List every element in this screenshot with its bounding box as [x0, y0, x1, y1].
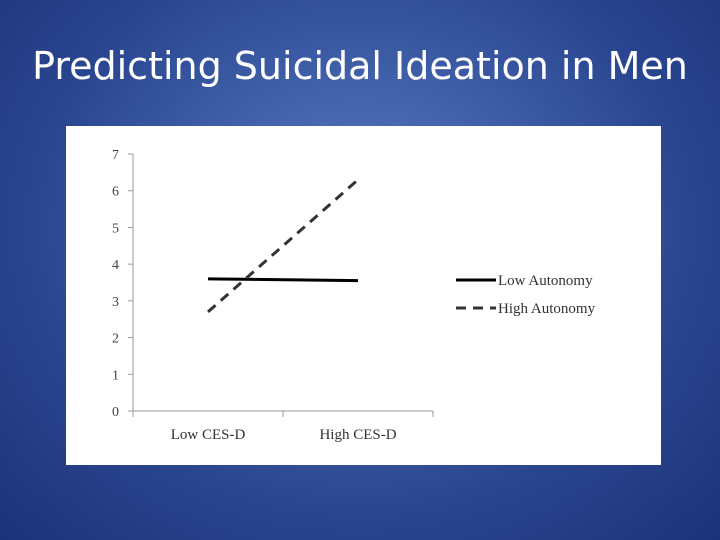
- y-tick-label: 4: [112, 258, 119, 273]
- line-chart: 0 1 2 3 4 5 6 7 Low CES-D High CES-D Low Autonomy H…: [112, 148, 596, 443]
- series-line-high-autonomy: [207, 178, 359, 313]
- y-tick-label: 3: [112, 295, 119, 310]
- y-tick-label: 6: [112, 185, 119, 200]
- slide-title: Predicting Suicidal Ideation in Men: [32, 44, 688, 88]
- y-tick-label: 0: [112, 405, 119, 420]
- y-tick-label: 5: [112, 221, 119, 236]
- chart-panel: 0 1 2 3 4 5 6 7 Low CES-D High CES-D Low Autonomy H…: [66, 126, 661, 465]
- y-tick-label: 7: [112, 148, 119, 163]
- legend-label: Low Autonomy: [498, 273, 593, 289]
- y-tick-label: 2: [112, 332, 119, 347]
- legend-label: High Autonomy: [498, 301, 596, 317]
- y-tick-label: 1: [112, 368, 119, 383]
- series-line-low-autonomy: [207, 277, 359, 283]
- x-category-label: High CES-D: [319, 427, 396, 443]
- x-category-label: Low CES-D: [171, 427, 246, 443]
